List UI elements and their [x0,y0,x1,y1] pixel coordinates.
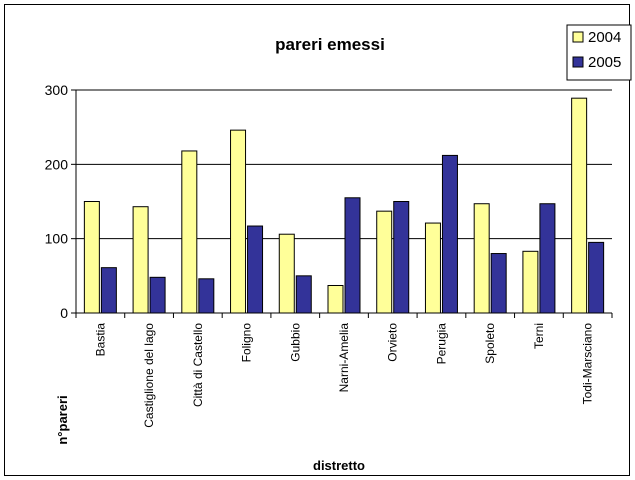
bar-2004-terni [522,250,539,314]
x-axis-label: distretto [313,458,365,473]
y-tick-labels: 0 100 200 300 [45,82,69,321]
bar-2004-narni-amelia [327,284,344,314]
category-labels: Bastia Castiglione del lago Città di Caste… [93,323,594,428]
bar-2004-bastia [83,201,100,314]
bar-2004-citt-di-castello [181,150,198,314]
y-tick-label: 100 [45,231,69,247]
bar-2004-spoleto [473,203,490,314]
bar-2005-bastia [100,267,117,314]
y-tick-label: 200 [45,156,69,172]
bar-2004-castiglione-del-lago [132,206,149,314]
legend: 2004 2005 [566,24,632,81]
y-axis-label: n°pareri [55,395,70,444]
bar-2005-citt-di-castello [198,278,215,314]
bar-2005-narni-amelia [344,197,361,314]
y-tick-label: 0 [60,305,68,321]
chart-frame [4,4,630,476]
bar-2004-todi-marsciano [571,97,588,314]
category-label: Orvieto [386,323,400,362]
bar-2004-perugia [424,222,441,314]
category-label: Spoleto [483,323,497,364]
legend-label-2004: 2004 [588,29,621,46]
bar-2005-terni [539,203,556,314]
category-label: Narni-Amelia [337,323,351,393]
legend-swatch-2005 [572,56,584,68]
category-label: Perugia [434,323,448,365]
bar-2004-gubbio [278,233,295,314]
bar-2005-castiglione-del-lago [149,276,166,314]
bar-2005-perugia [441,154,458,314]
gridlines [76,89,612,240]
bar-2004-orvieto [376,210,393,314]
category-label: Foligno [240,323,254,363]
legend-label-2005: 2005 [588,54,621,71]
chart-title: pareri emessi [275,35,385,54]
bar-2005-foligno [247,225,264,314]
axes [71,89,613,318]
bars [83,97,605,314]
category-label: Gubbio [288,323,302,362]
category-label: Città di Castello [191,323,205,407]
category-label: Castiglione del lago [142,323,156,428]
category-label: Bastia [93,323,107,357]
legend-swatch-2004 [572,31,584,43]
bar-2004-foligno [230,129,247,314]
category-label: Terni [532,323,546,349]
category-label: Todi-Marsciano [581,323,595,405]
bar-2005-gubbio [295,275,312,314]
bar-2005-spoleto [490,253,507,314]
bar-2005-todi-marsciano [588,241,605,314]
bar-2005-orvieto [393,201,410,314]
y-tick-label: 300 [45,82,69,98]
